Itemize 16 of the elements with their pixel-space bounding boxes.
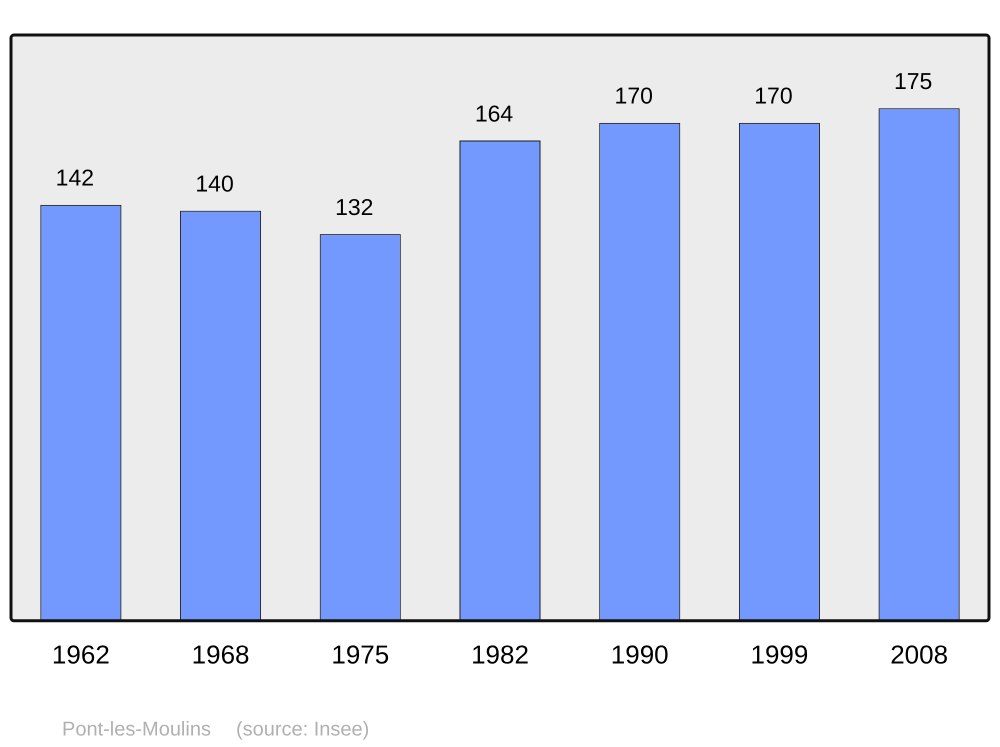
data-label: 132 bbox=[335, 194, 374, 220]
data-label: 140 bbox=[195, 170, 234, 197]
data-label: 170 bbox=[754, 82, 793, 109]
x-tick-label: 1975 bbox=[331, 640, 390, 670]
data-label: 164 bbox=[474, 100, 514, 126]
data-label: 142 bbox=[56, 164, 94, 191]
text: (source: Insee) bbox=[236, 718, 370, 741]
x-tick-label: 2008 bbox=[890, 640, 948, 670]
x-tick-label: 1999 bbox=[750, 640, 808, 670]
x-tick-label: 1990 bbox=[610, 640, 669, 670]
x-tick-label: 1962 bbox=[52, 640, 110, 670]
data-label: 175 bbox=[894, 68, 932, 94]
data-label: 170 bbox=[614, 82, 653, 109]
x-tick-label: 1968 bbox=[192, 640, 250, 670]
text: Pont-les-Moulins bbox=[62, 718, 211, 741]
x-tick-label: 1982 bbox=[471, 640, 529, 670]
